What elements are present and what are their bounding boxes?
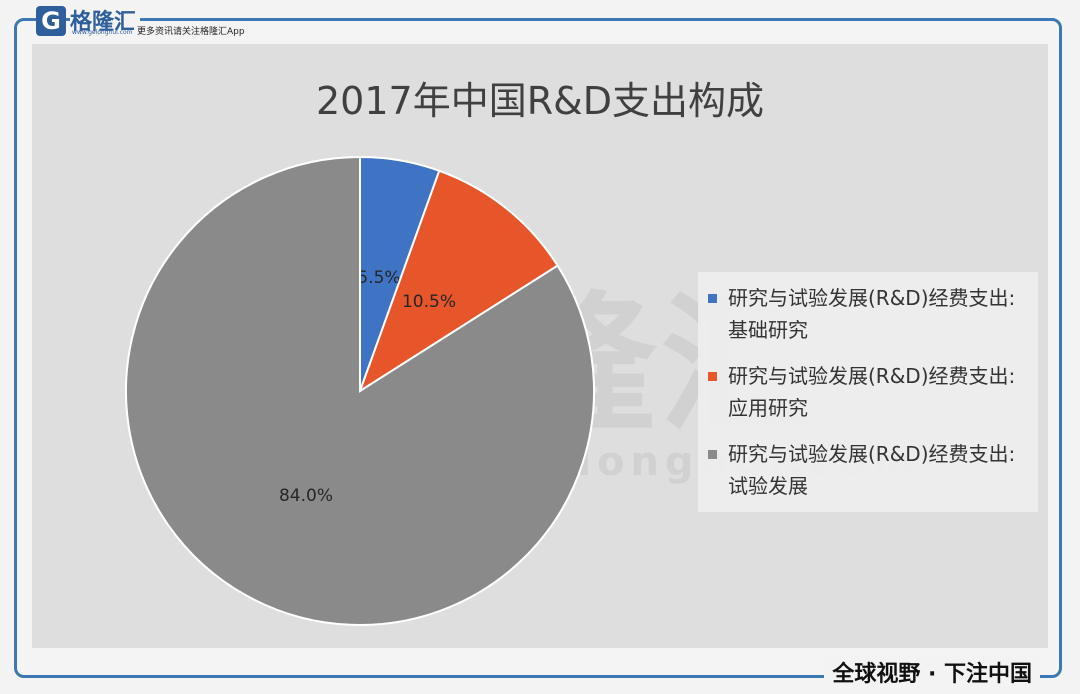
chart-legend: 研究与试验发展(R&D)经费支出:基础研究 研究与试验发展(R&D)经费支出:应… [698,272,1038,512]
legend-item-applied-research: 研究与试验发展(R&D)经费支出:应用研究 [708,360,1028,424]
legend-swatch-applied-research [708,372,717,381]
pie-slice-1 [358,169,559,394]
brand-logo-icon: G [36,6,66,36]
legend-swatch-experimental-development [708,450,717,459]
pie-data-label-0: 5.5% [357,268,400,288]
legend-label: 研究与试验发展(R&D)经费支出:应用研究 [728,364,1016,420]
legend-label: 研究与试验发展(R&D)经费支出:基础研究 [728,286,1016,342]
pie-data-label-2: 84.0% [279,486,333,506]
legend-item-experimental-development: 研究与试验发展(R&D)经费支出:试验发展 [708,438,1028,502]
brand-slogan: 更多资讯请关注格隆汇App [134,24,248,37]
brand-name: 格隆汇 [70,4,141,36]
legend-swatch-basic-research [708,294,717,303]
chart-title: 2017年中国R&D支出构成 [315,79,764,123]
legend-item-basic-research: 研究与试验发展(R&D)经费支出:基础研究 [708,282,1028,346]
brand-url: www.gelonghui.com [72,29,133,36]
legend-label: 研究与试验发展(R&D)经费支出:试验发展 [728,442,1016,498]
footer-slogan: 全球视野 · 下注中国 [824,656,1040,688]
pie-slice-2 [125,155,595,626]
pie-data-label-1: 10.5% [402,292,456,312]
